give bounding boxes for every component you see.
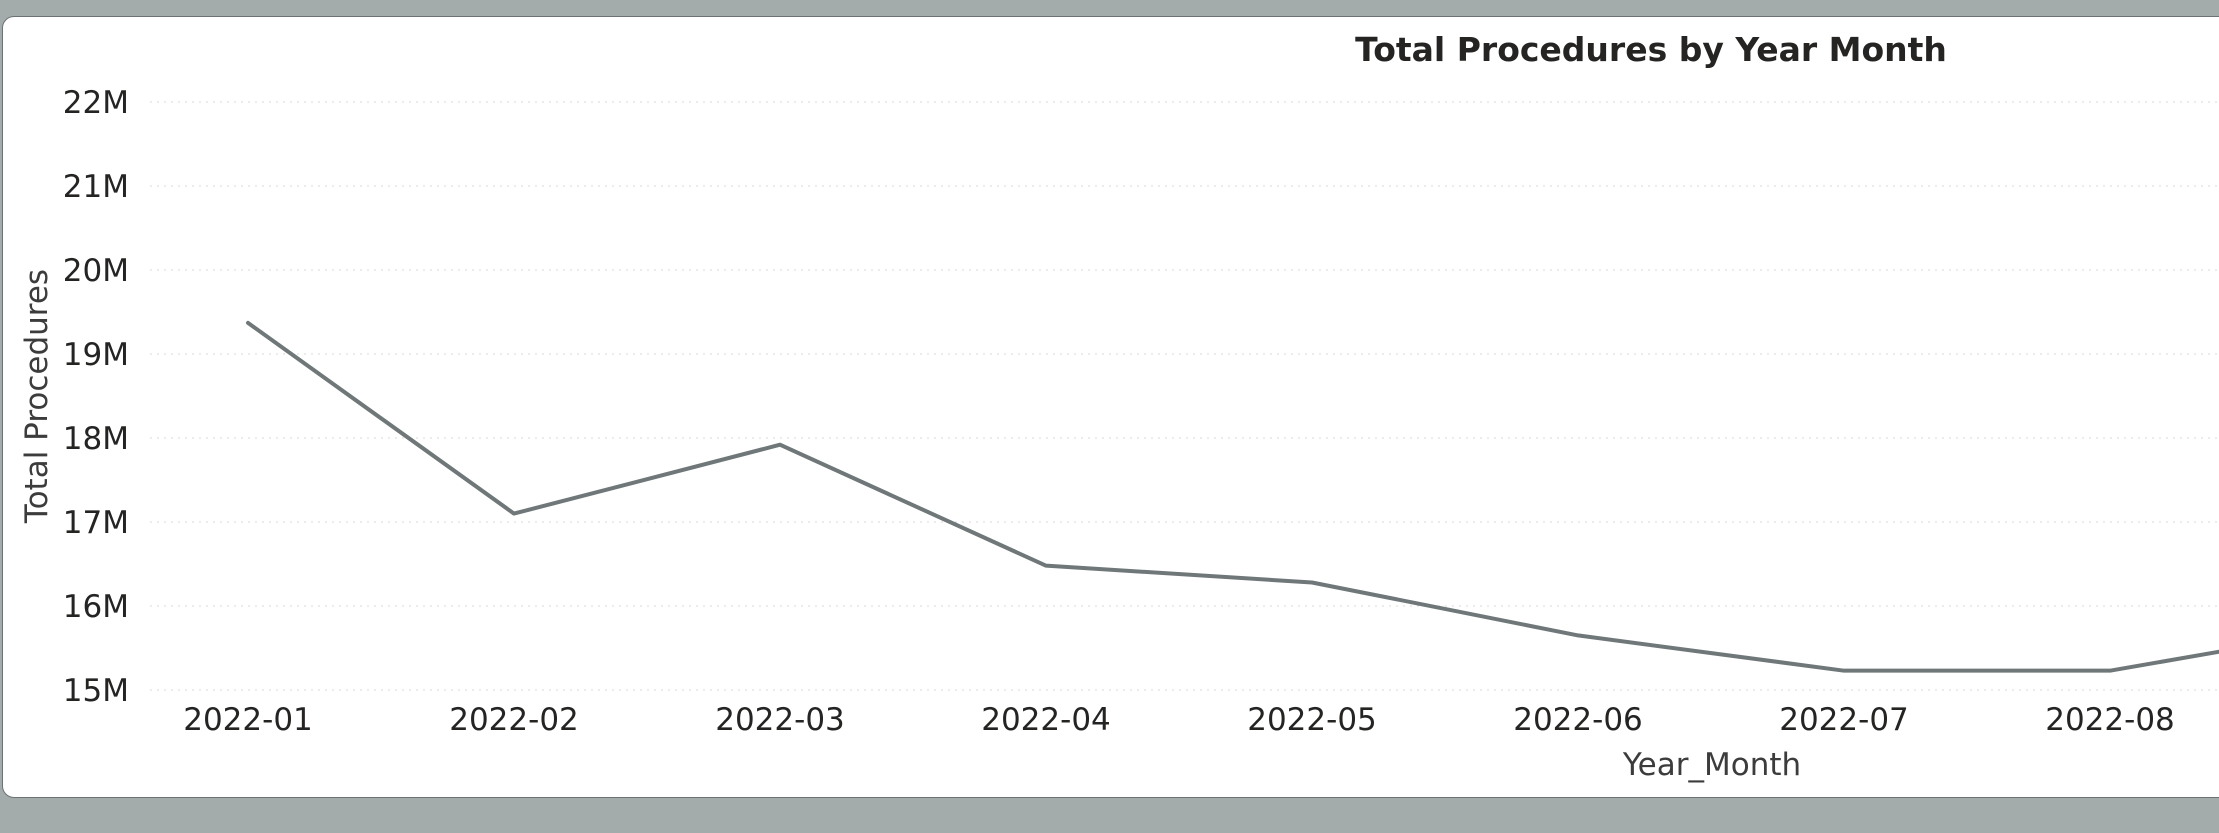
x-axis-label: Year_Month xyxy=(1622,747,1801,783)
x-tick-label: 2022-08 xyxy=(2045,702,2175,738)
series-line xyxy=(246,320,2219,673)
x-tick-label: 2022-05 xyxy=(1247,702,1377,738)
y-axis-label: Total Procedures xyxy=(19,269,55,524)
chart-card xyxy=(2,16,2219,798)
x-tick-label: 2022-01 xyxy=(183,702,313,738)
y-tick-label: 19M xyxy=(63,337,129,373)
y-tick-label: 22M xyxy=(63,85,129,121)
y-tick-label: 21M xyxy=(63,169,129,205)
x-tick-label: 2022-02 xyxy=(449,702,579,738)
x-tick-label: 2022-04 xyxy=(981,702,1111,738)
y-tick-label: 20M xyxy=(63,253,129,289)
y-tick-label: 17M xyxy=(63,505,129,541)
x-tick-label: 2022-07 xyxy=(1779,702,1909,738)
chart-title: Total Procedures by Year Month xyxy=(1355,30,1947,69)
x-tick-label: 2022-06 xyxy=(1513,702,1643,738)
x-tick-label: 2022-03 xyxy=(715,702,845,738)
y-tick-label: 18M xyxy=(63,421,129,457)
y-tick-label: 15M xyxy=(63,673,129,709)
y-tick-label: 16M xyxy=(63,589,129,625)
